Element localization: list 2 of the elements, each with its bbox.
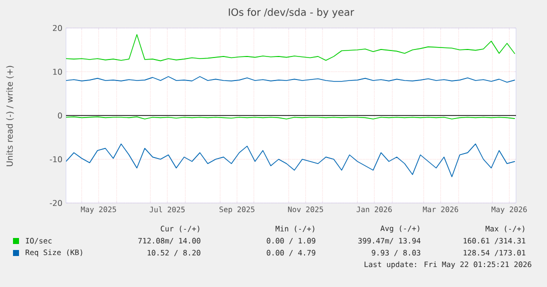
chart-title: IOs for /dev/sda - by year (228, 8, 354, 18)
y-axis-title: Units read (-) / write (+) (6, 66, 14, 166)
